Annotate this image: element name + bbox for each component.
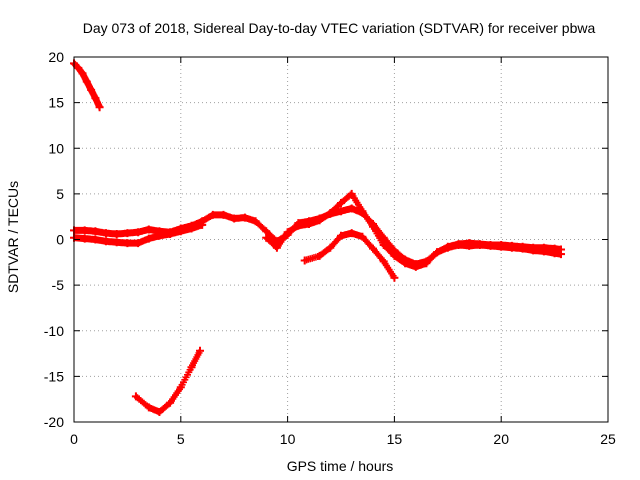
- series-markers: [301, 229, 398, 282]
- y-tick-label: -20: [44, 414, 64, 430]
- grid-lines: [74, 57, 608, 422]
- y-tick-label: -5: [52, 277, 65, 293]
- series-markers: [132, 347, 204, 416]
- y-tick-label: -10: [44, 323, 64, 339]
- x-tick-label: 0: [70, 431, 78, 447]
- chart-title: Day 073 of 2018, Sidereal Day-to-day VTE…: [83, 20, 596, 36]
- y-tick-label: 5: [56, 186, 64, 202]
- x-tick-label: 10: [280, 431, 296, 447]
- series-arc-early-high: [70, 59, 104, 112]
- x-axis-label: GPS time / hours: [287, 458, 394, 474]
- y-tick-label: 15: [48, 95, 64, 111]
- x-tick-label: 5: [177, 431, 185, 447]
- x-tick-label: 20: [493, 431, 509, 447]
- y-axis-label: SDTVAR / TECUs: [5, 181, 21, 293]
- data-series: [70, 59, 565, 416]
- y-tick-label: 0: [56, 232, 64, 248]
- y-tick-label: 20: [48, 49, 64, 65]
- y-tick-label: 10: [48, 140, 64, 156]
- axis-ticks: 0 5 10 15 20 25 20 15 10 5 0 -5 -10 -15 -20: [44, 49, 616, 447]
- x-tick-label: 15: [387, 431, 403, 447]
- y-tick-label: -15: [44, 368, 64, 384]
- x-tick-label: 25: [600, 431, 616, 447]
- series-arc-midday: [300, 229, 399, 282]
- series-arc-early-low: [131, 346, 204, 416]
